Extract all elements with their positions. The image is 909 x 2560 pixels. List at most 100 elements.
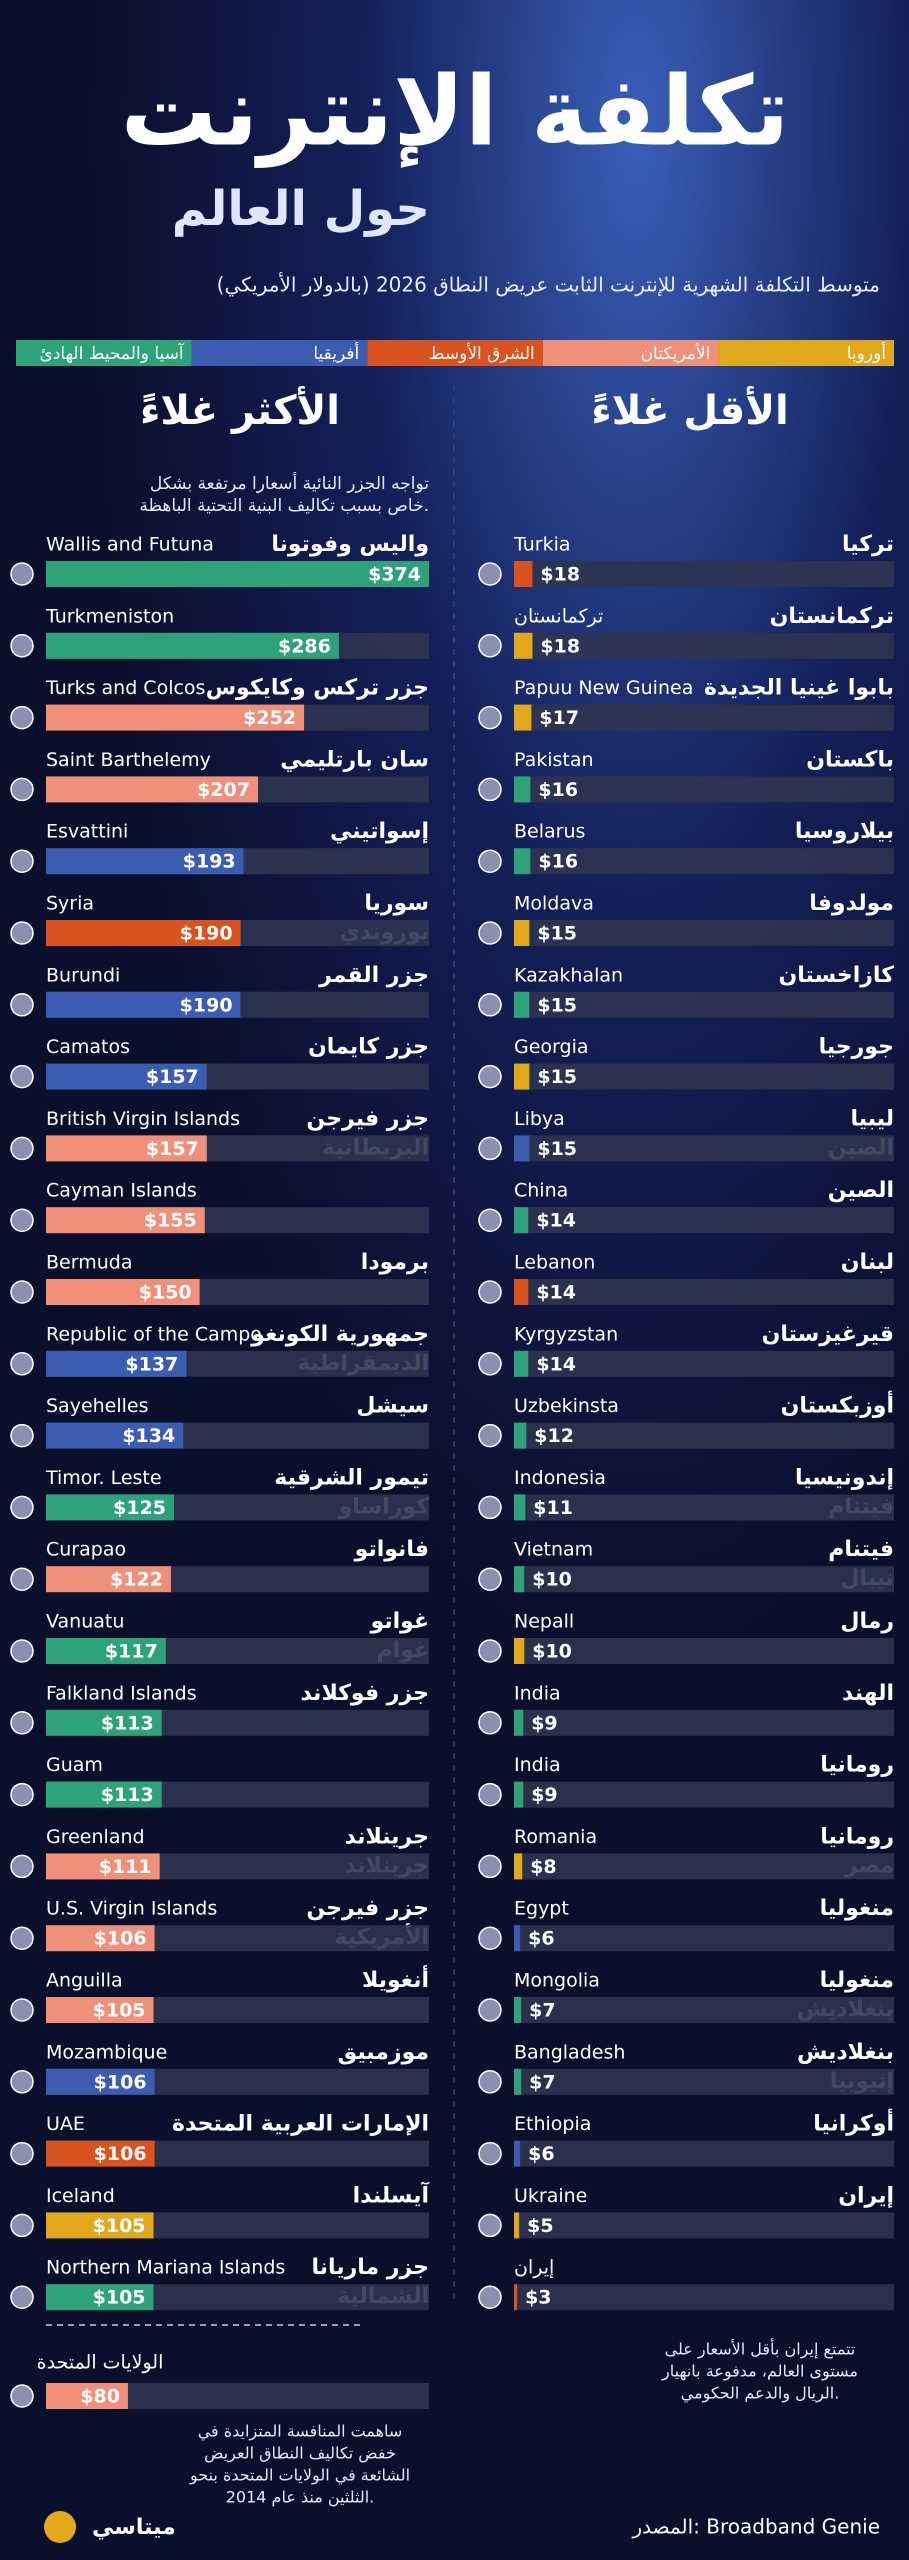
bar-track <box>514 991 894 1018</box>
country-label-ar: بنغلاديش <box>797 2040 894 2065</box>
value-label: $125 <box>113 1497 166 1519</box>
country-label: Bermuda <box>46 1252 132 1274</box>
bar-track <box>514 561 894 587</box>
bar <box>46 1422 184 1449</box>
country-label: Anguilla <box>46 1970 123 1992</box>
value-label: $10 <box>532 1569 572 1591</box>
flag-icon <box>10 562 34 586</box>
bar <box>514 1350 529 1377</box>
country-label: India <box>514 1754 561 1776</box>
flag-icon <box>478 849 502 873</box>
value-label: $14 <box>536 1282 576 1304</box>
country-label-ar: جزر القمر <box>318 963 429 988</box>
legend-swatch <box>367 340 543 366</box>
bar <box>514 1638 525 1664</box>
bar <box>514 704 532 731</box>
value-label: $106 <box>94 1928 147 1950</box>
legend-swatch <box>718 340 894 366</box>
bar <box>514 1063 530 1090</box>
bar <box>46 2212 154 2239</box>
country-label: إيران <box>514 2257 554 2280</box>
country-label: Georgia <box>514 1036 589 1058</box>
bar-track <box>514 2068 894 2095</box>
bar-track <box>514 1853 894 1880</box>
bar <box>46 776 258 803</box>
flag-icon <box>10 1926 34 1950</box>
flag-icon <box>478 2141 502 2166</box>
bar-track <box>514 1781 894 1808</box>
value-label: $113 <box>101 1712 154 1734</box>
flag-icon <box>478 562 502 586</box>
bar <box>514 632 533 659</box>
country-label-ar: سان بارتليمي <box>280 747 429 772</box>
country-label-ar: قيرغيزستان <box>762 1322 894 1347</box>
country-label-ar: جزر فيرجن <box>306 1896 429 1921</box>
description: متوسط التكلفة الشهرية للإنترنت الثابت عر… <box>217 273 880 298</box>
chart-title: الأقل غلاءً <box>591 385 788 434</box>
bar <box>46 2068 155 2095</box>
country-label: UAE <box>46 2113 85 2135</box>
value-label: $14 <box>536 1353 576 1375</box>
country-label-ar: غواتو <box>370 1609 429 1634</box>
country-label-ar: الإمارات العربية المتحدة <box>172 2112 429 2137</box>
bar <box>46 848 244 875</box>
brand: ميتاسي <box>92 2515 176 2540</box>
country-label-ar: أوكرانيا <box>813 2108 894 2137</box>
flag-icon <box>10 705 34 730</box>
value-label: $105 <box>93 2000 146 2022</box>
value-label: $157 <box>146 1138 199 1160</box>
value-label: $105 <box>93 2215 146 2237</box>
brand-logo <box>44 2511 76 2543</box>
bar <box>514 848 531 875</box>
value-label: $18 <box>540 635 580 657</box>
country-label: Turks and Colcos <box>45 677 205 699</box>
value-label: $5 <box>527 2215 553 2237</box>
flag-icon <box>10 1352 34 1376</box>
bar-track <box>514 1063 894 1090</box>
country-label: Romania <box>514 1826 597 1848</box>
bar-track <box>514 1638 894 1664</box>
bar <box>514 2284 518 2311</box>
value-label: $106 <box>94 2143 147 2165</box>
bar-track <box>514 2212 894 2239</box>
value-label: $12 <box>534 1425 574 1447</box>
flag-icon <box>10 1711 34 1735</box>
bar <box>46 2383 128 2409</box>
country-label: تركمانستان <box>514 605 603 627</box>
flag-icon <box>478 1423 502 1448</box>
bar <box>514 2068 522 2095</box>
country-label-ar: مولدوفا <box>809 891 894 916</box>
country-label: Sayehelles <box>46 1395 149 1417</box>
bar <box>46 2284 154 2311</box>
country-label: Ukraine <box>514 2185 587 2207</box>
bar <box>46 1638 166 1664</box>
value-label: $15 <box>537 1066 577 1088</box>
bar <box>514 1566 525 1593</box>
bar <box>46 632 339 659</box>
bar <box>46 1853 160 1880</box>
country-label: Libya <box>514 1108 565 1130</box>
flag-icon <box>478 777 502 802</box>
subtitle: حول العالم <box>172 181 430 237</box>
country-label-ar: ليبيا <box>851 1106 894 1131</box>
flag-icon <box>478 1998 502 2022</box>
bar <box>514 1709 524 1736</box>
flag-icon <box>10 1998 34 2022</box>
flag-icon <box>10 1208 34 1232</box>
bar <box>46 2140 155 2167</box>
country-label: Saint Barthelemy <box>46 749 211 771</box>
value-label: $111 <box>99 1856 152 1878</box>
bar-track <box>514 776 894 803</box>
country-label: Iceland <box>46 2185 115 2207</box>
flag-icon <box>10 1064 34 1089</box>
value-label: $8 <box>530 1856 556 1878</box>
country-label-ar: رمال <box>840 1609 894 1634</box>
country-label-ar: جزر فيرجن <box>306 1106 429 1131</box>
value-label: $9 <box>531 1784 557 1806</box>
legend-label: آسيا والمحيط الهادئ <box>40 342 185 364</box>
flag-icon <box>10 1423 34 1448</box>
flag-icon <box>478 1567 502 1591</box>
country-label-ar: أوزبكستان <box>781 1390 894 1419</box>
country-label-ar: فانواتو <box>354 1537 429 1562</box>
flag-icon <box>478 921 502 945</box>
